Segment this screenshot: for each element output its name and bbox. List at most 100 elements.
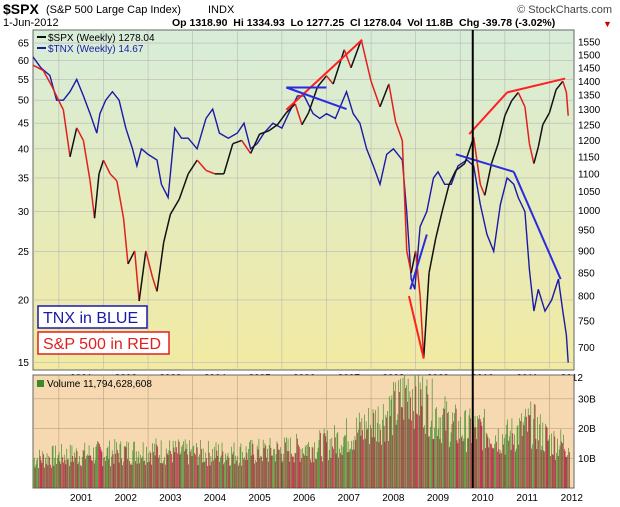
volume-bar [287, 438, 289, 488]
x-tick-label: 2008 [382, 493, 405, 504]
volume-bar [246, 452, 248, 488]
volume-bar [466, 438, 468, 488]
volume-bar [124, 446, 126, 488]
spx-series-segment [93, 173, 100, 219]
volume-bar [129, 460, 130, 488]
volume-bar [184, 439, 186, 488]
volume-bar [401, 407, 403, 488]
volume-bar [256, 462, 257, 488]
volume-bar [539, 424, 540, 488]
volume-bar [419, 382, 421, 488]
volume-bar [116, 442, 117, 488]
tnx-annotation-text: TNX in BLUE [43, 310, 138, 327]
spx-series-segment [276, 112, 287, 126]
volume-bar [451, 424, 453, 488]
volume-label: Volume 11,794,628,608 [47, 379, 152, 390]
volume-bar [136, 463, 138, 488]
volume-bar [536, 449, 538, 488]
spx-series-segment [379, 83, 390, 108]
spx-series-segment [187, 159, 198, 175]
volume-bar [500, 450, 502, 488]
volume-bar [70, 461, 72, 488]
volume-bar [57, 455, 59, 488]
volume-bar [473, 427, 475, 488]
volume-bar [461, 435, 463, 488]
right-tick-label: 850 [578, 268, 595, 279]
volume-bar [217, 456, 219, 488]
volume-bar [443, 409, 445, 488]
volume-bar [526, 416, 527, 488]
volume-bar [439, 438, 441, 488]
volume-bar [45, 457, 46, 488]
volume-bar [468, 415, 470, 488]
spx-series-segment [249, 133, 261, 154]
volume-bar [498, 449, 500, 488]
left-tick-label: 60 [18, 56, 30, 67]
volume-bar [324, 433, 326, 488]
volume-bar [397, 414, 399, 488]
spx-series-segment [42, 70, 53, 88]
volume-bar [258, 438, 260, 488]
volume-bar [156, 444, 158, 488]
spx-series-segment [497, 115, 506, 144]
volume-bar [535, 438, 537, 488]
volume-bar [119, 444, 121, 488]
volume-bar [527, 408, 529, 488]
volume-bar [225, 453, 226, 488]
volume-bar [542, 422, 544, 488]
volume-bar [194, 453, 195, 488]
volume-bar [430, 426, 431, 488]
volume-bar [163, 460, 165, 488]
volume-bar [531, 448, 532, 488]
volume-bar [270, 447, 272, 488]
volume-bar [356, 417, 358, 488]
volume-bar [149, 451, 151, 488]
volume-bar [151, 464, 153, 488]
volume-bar [298, 446, 300, 488]
volume-bar [34, 467, 36, 488]
volume-bar [403, 419, 405, 488]
spx-series-segment [360, 39, 368, 63]
volume-bar [387, 410, 388, 488]
volume-bar [375, 409, 376, 488]
spx-series-segment [133, 250, 140, 302]
right-tick-label: 1050 [578, 187, 601, 198]
volume-bar [44, 467, 45, 488]
volume-bar [159, 455, 160, 488]
volume-bar [105, 460, 106, 488]
volume-bar [354, 436, 356, 488]
volume-bar [355, 439, 357, 488]
x-tick-label: 2012 [561, 493, 584, 504]
spx-series-segment [441, 184, 450, 211]
volume-bar [417, 414, 418, 488]
spx-series-segment [524, 106, 531, 144]
volume-bar [278, 449, 279, 488]
x-tick-label: 2011 [516, 493, 538, 504]
volume-bar [81, 456, 83, 488]
volume-bar [281, 462, 283, 488]
spx-series-segment [109, 173, 118, 182]
volume-bar [76, 451, 78, 488]
volume-bar [294, 453, 296, 488]
left-axis-ticks: 65 60 55 50 45 40 35 30 25 20 15 [18, 39, 30, 370]
volume-bar [376, 441, 377, 488]
volume-bar [497, 428, 499, 488]
spx-series-segment [419, 296, 425, 359]
tnx-trendline [455, 153, 515, 173]
volume-bar [105, 455, 107, 488]
volume-bar [231, 454, 233, 488]
volume-bar [433, 439, 435, 488]
spx-series-segment [490, 143, 499, 164]
volume-bar [330, 457, 332, 488]
spx-series-segment [365, 62, 372, 82]
volume-bar [280, 453, 282, 488]
spx-series-segment [394, 121, 403, 141]
volume-bar [448, 447, 450, 488]
volume-bar [441, 443, 442, 488]
volume-bar [341, 455, 343, 488]
left-tick-label: 65 [18, 39, 30, 50]
spx-series-segment [145, 250, 154, 278]
volume-bar [537, 417, 538, 488]
right-tick-label: 1250 [578, 120, 601, 131]
